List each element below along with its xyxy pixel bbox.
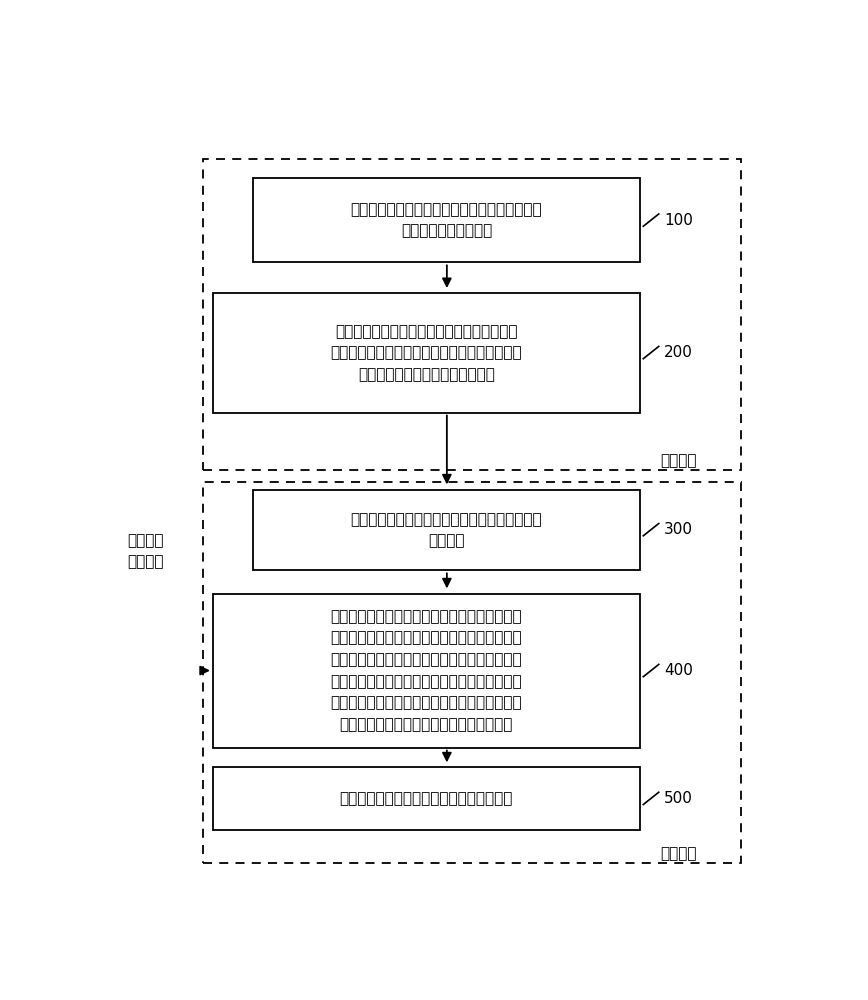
Text: 300: 300 bbox=[664, 522, 694, 537]
Text: 以最小化类别不确定性和偏移量不确定性为目
标，基于全部训练样本点云的训练三维局部结构
的描述集合训练随机森林分类模型: 以最小化类别不确定性和偏移量不确定性为目 标，基于全部训练样本点云的训练三维局部… bbox=[331, 324, 523, 382]
Bar bbox=[213, 293, 640, 413]
Text: 检测步骤: 检测步骤 bbox=[661, 846, 697, 861]
Text: 训练步骤: 训练步骤 bbox=[661, 453, 697, 468]
Bar bbox=[213, 594, 640, 748]
Text: 100: 100 bbox=[664, 213, 693, 228]
Text: 500: 500 bbox=[664, 791, 693, 806]
Text: 根据待检测样本点云获取待检测三维局部结构的
描述集合: 根据待检测样本点云获取待检测三维局部结构的 描述集合 bbox=[351, 512, 542, 548]
Text: 随机森林
分类模型: 随机森林 分类模型 bbox=[128, 533, 164, 570]
Text: 200: 200 bbox=[664, 345, 693, 360]
Text: 400: 400 bbox=[664, 663, 693, 678]
Bar bbox=[253, 490, 640, 570]
Text: 在所述霍夫空间检测极值获取鼻尖检测位置: 在所述霍夫空间检测极值获取鼻尖检测位置 bbox=[339, 791, 513, 806]
Bar bbox=[202, 482, 741, 863]
Bar bbox=[253, 178, 640, 262]
Bar bbox=[202, 158, 741, 470]
Text: 根据标识有鼻尖位置的训练样本点云获取训练三
维局部结构的描述集合: 根据标识有鼻尖位置的训练样本点云获取训练三 维局部结构的描述集合 bbox=[351, 202, 542, 238]
Text: 利用随机森林分类模型对待检测样本点云的每个
待检测三维局部结构进行分类，基于匹配的叶子
节点存储的每一个正样本的空间偏移量和局部参
考框架以及待检测三维局部结构: 利用随机森林分类模型对待检测样本点云的每个 待检测三维局部结构进行分类，基于匹配… bbox=[331, 609, 523, 732]
Bar bbox=[213, 767, 640, 830]
